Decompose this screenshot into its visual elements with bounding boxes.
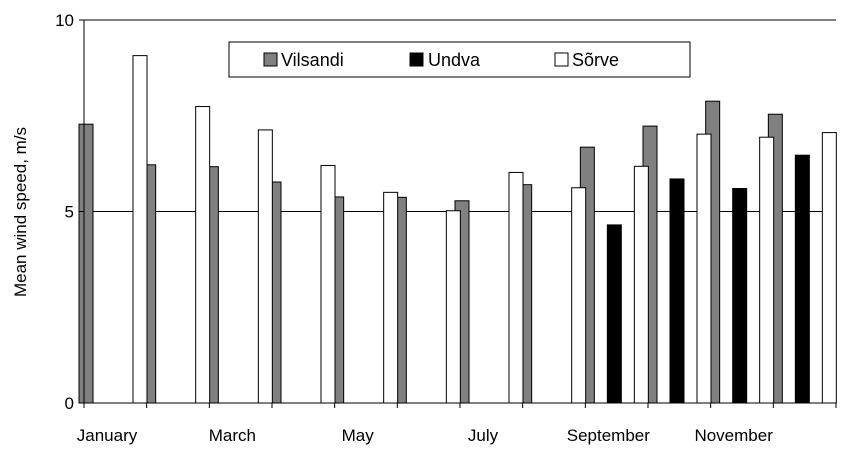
- bar-sõrve-january: [132, 55, 148, 404]
- legend-box: [228, 41, 691, 78]
- bar-sõrve-october: [696, 133, 712, 404]
- legend-label-undva: Undva: [428, 50, 481, 70]
- bar-undva-october: [669, 178, 685, 404]
- bar-sõrve-july: [508, 171, 524, 404]
- legend-label-vilsandi: Vilsandi: [281, 50, 344, 70]
- bar-sõrve-march: [257, 129, 273, 404]
- bar-sõrve-december: [821, 132, 837, 404]
- x-tick-label: July: [468, 426, 499, 445]
- bar-undva-september: [606, 224, 622, 404]
- x-ticks: January March May July September November: [77, 403, 837, 445]
- bar-sõrve-november: [759, 136, 775, 404]
- x-tick-label: March: [209, 426, 256, 445]
- bar-sõrve-june: [445, 210, 461, 404]
- y-ticks: 0 5 10: [55, 11, 84, 413]
- y-tick-label: 0: [65, 394, 74, 413]
- x-tick-label: September: [567, 426, 650, 445]
- x-tick-label: January: [77, 426, 138, 445]
- bar-vilsandi-january: [78, 123, 94, 404]
- x-tick-label: May: [342, 426, 375, 445]
- bar-sõrve-april: [320, 165, 336, 404]
- bar-sõrve-may: [383, 191, 399, 404]
- x-tick-label: November: [694, 426, 773, 445]
- bar-sõrve-september: [633, 165, 649, 404]
- y-axis-title: Mean wind speed, m/s: [11, 127, 30, 297]
- legend-label-sõrve: Sõrve: [572, 50, 619, 70]
- legend-swatch-vilsandi: [263, 52, 278, 67]
- bar-undva-december: [794, 154, 810, 404]
- y-tick-label: 5: [65, 203, 74, 222]
- bar-undva-november: [732, 188, 748, 404]
- legend-swatch-sõrve: [554, 52, 569, 67]
- bars: [78, 55, 837, 404]
- bar-sõrve-february: [195, 106, 211, 404]
- y-tick-label: 10: [55, 11, 74, 30]
- legend: Vilsandi Undva Sõrve: [228, 41, 691, 78]
- legend-swatch-undva: [409, 52, 424, 67]
- bar-sõrve-august: [571, 187, 587, 404]
